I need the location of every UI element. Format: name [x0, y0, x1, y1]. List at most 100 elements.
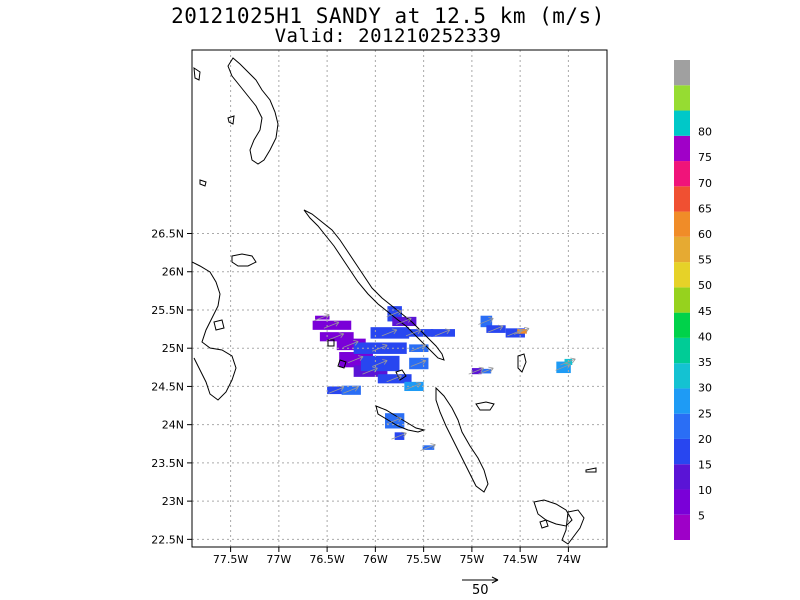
wind-vector — [513, 326, 530, 335]
coastline-crooked — [435, 386, 489, 493]
reference-vector — [462, 576, 499, 584]
x-tick-label: 77W — [266, 553, 291, 566]
y-tick-label: 25.5N — [151, 304, 184, 317]
colorbar-label: 60 — [698, 228, 712, 241]
colorbar-swatches — [674, 60, 690, 540]
colorbar-label: 20 — [698, 433, 712, 446]
colorbar-label: 30 — [698, 382, 712, 395]
wind-vector — [410, 343, 427, 352]
x-tick-label: 76.5W — [309, 553, 344, 566]
colorbar-swatch — [674, 85, 690, 111]
wind-vectors — [314, 309, 576, 451]
colorbar-swatch — [674, 211, 690, 237]
coastline-eleuthera — [303, 209, 445, 361]
x-tick-label: 77.5W — [213, 553, 248, 566]
wind-vector — [555, 362, 571, 371]
wind-vector — [396, 317, 412, 325]
wind-vector — [372, 359, 388, 367]
colorbar-swatch — [674, 161, 690, 187]
colorbar-swatch — [674, 287, 690, 313]
coastline-new-providence — [231, 253, 257, 267]
colorbar-label: 5 — [698, 510, 705, 523]
wind-vector — [314, 313, 330, 321]
colorbar-swatch — [674, 60, 690, 86]
wind-vector — [381, 328, 398, 337]
coastline-small-island-4 — [327, 339, 347, 369]
coastline-small-island-6 — [585, 467, 597, 473]
coastline-small-island-7 — [539, 519, 549, 529]
coastline-small-island-3 — [213, 319, 225, 331]
wind-vector — [487, 324, 504, 333]
y-tick-label: 24.5N — [151, 380, 184, 393]
wind-vector — [347, 355, 364, 364]
wind-vector — [560, 357, 576, 366]
wind-vector — [478, 366, 494, 375]
map-frame — [191, 49, 608, 548]
coastline-small-island-5 — [475, 401, 495, 411]
colorbar-swatch — [674, 464, 690, 490]
colorbar-label: 65 — [698, 202, 712, 215]
coastline-andros — [192, 261, 237, 401]
colorbar-swatch — [674, 262, 690, 288]
colorbar-label: 10 — [698, 484, 712, 497]
colorbar-swatch — [674, 438, 690, 465]
y-tick-label: 22.5N — [151, 533, 184, 546]
wind-vector — [405, 328, 422, 337]
colorbar-swatch — [674, 186, 690, 212]
colorbar-label: 80 — [698, 126, 712, 139]
colorbar-label: 75 — [698, 151, 712, 164]
x-tick-label: 74.5W — [502, 553, 537, 566]
y-tick-label: 26N — [162, 266, 184, 279]
colorbar-labels: 5 10 15 20 25 30 35 40 45 50 55 60 65 70 75 80 — [698, 126, 712, 523]
wind-vector — [362, 366, 378, 375]
colorbar-label: 15 — [698, 459, 712, 472]
reference-vector-label: 50 — [472, 583, 489, 598]
wind-vector — [323, 320, 340, 329]
x-tick-label: 75.5W — [406, 553, 441, 566]
colorbar-label: 45 — [698, 305, 712, 318]
colorbar-swatch — [674, 337, 690, 364]
coastline-abaco — [193, 57, 279, 165]
colorbar-swatch — [674, 312, 690, 338]
wind-vector — [328, 385, 345, 394]
colorbar-swatch — [674, 388, 690, 414]
y-tick-label: 26.5N — [151, 228, 184, 241]
colorbar-swatch — [674, 413, 690, 439]
x-tick-label: 76W — [363, 553, 388, 566]
wind-vector — [386, 416, 402, 425]
y-tick-label: 25N — [162, 342, 184, 355]
wind-vector — [434, 328, 451, 337]
wind-vector — [391, 431, 407, 440]
wind-vector — [468, 366, 485, 375]
wind-vector — [420, 443, 436, 451]
coastline-acklins — [533, 499, 585, 545]
wind-vector — [410, 359, 427, 367]
wind-vector — [343, 385, 359, 394]
colorbar-swatch — [674, 514, 690, 540]
y-tick-label: 23.5N — [151, 457, 184, 470]
colorbar-label: 50 — [698, 279, 712, 292]
coastline-small-island-2 — [199, 179, 207, 187]
wind-vector — [386, 309, 402, 318]
map-title: 20121025H1 SANDY at 12.5 km (m/s) — [171, 4, 605, 28]
colorbar-swatch — [674, 236, 690, 263]
colorbar-label: 25 — [698, 407, 712, 420]
coastline-long-island — [375, 405, 426, 433]
wind-vector — [343, 339, 359, 348]
colorbar-swatch — [674, 363, 690, 389]
wind-vector — [405, 382, 422, 390]
wind-vector — [386, 374, 402, 383]
colorbar-label: 70 — [698, 177, 712, 190]
x-tick-label: 75W — [459, 553, 484, 566]
y-tick-label: 24N — [162, 419, 184, 432]
coastline-san-salvador — [517, 353, 527, 373]
coastline — [192, 57, 597, 545]
wind-vector — [478, 317, 494, 325]
x-tick-label: 74W — [556, 553, 581, 566]
axis-ticks: 77.5W 77W 76.5W 76W 75.5W 75W 74.5W 74W 26.5N 26N… — [151, 228, 581, 566]
colorbar-label: 35 — [698, 356, 712, 369]
colorbar-swatch — [674, 135, 690, 162]
wind-vector — [372, 343, 388, 352]
